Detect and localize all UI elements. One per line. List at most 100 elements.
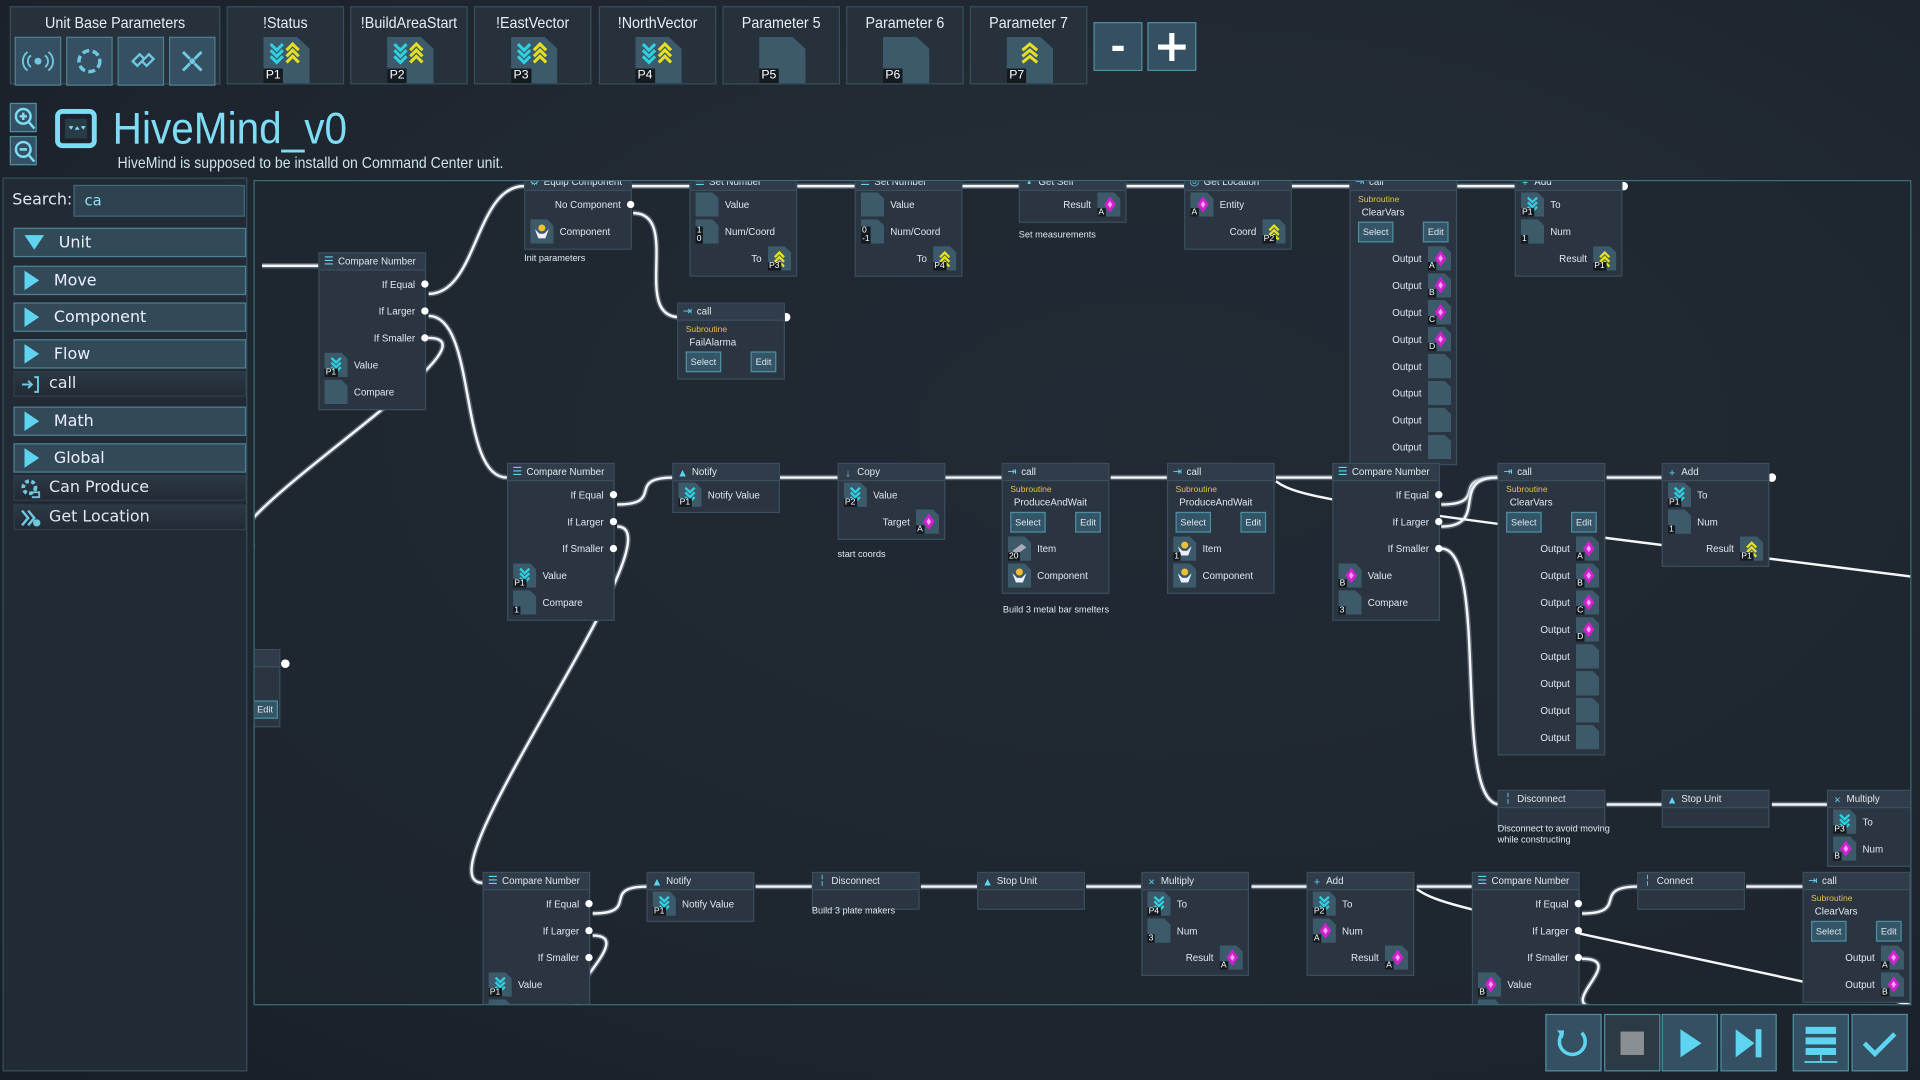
edit-button[interactable]: Edit — [1240, 511, 1267, 533]
node-comment[interactable]: Disconnect to avoid moving while constru… — [1497, 822, 1610, 845]
node-comment[interactable]: Init parameters — [524, 252, 586, 264]
component-socket[interactable] — [1007, 563, 1032, 588]
read-socket[interactable]: P2 — [1312, 891, 1336, 916]
node-compare-number[interactable]: ☰ Compare Number If Equal If Larger If Small… — [318, 252, 429, 411]
node-header[interactable]: + Add — [1515, 181, 1622, 192]
empty-socket[interactable]: 1 — [1667, 509, 1692, 534]
node-header[interactable]: ☰ Compare Number — [508, 464, 614, 482]
node-comment[interactable]: start coords — [837, 548, 886, 560]
empty-socket[interactable]: 1 0 — [695, 219, 719, 244]
diamond-socket[interactable]: A — [915, 509, 940, 534]
exit-dot[interactable] — [421, 280, 429, 288]
exit-dot[interactable] — [609, 517, 618, 526]
parameter-socket[interactable]: P7 — [1006, 36, 1054, 84]
node-add[interactable]: + Add P1 To 1 Num Result P1 — [1514, 181, 1623, 277]
node-header[interactable] — [254, 650, 280, 668]
zoom-in-button[interactable] — [9, 102, 37, 133]
node-header[interactable]: ⚙ Equip Component — [525, 181, 631, 192]
exit-port[interactable]: If Equal — [484, 890, 593, 917]
diamond-socket[interactable]: A — [1312, 918, 1336, 943]
write-socket[interactable]: P4 — [933, 246, 957, 271]
node-header[interactable]: ▲ Stop Unit — [978, 873, 1084, 891]
read-socket[interactable]: P1 — [324, 352, 348, 378]
edit-button[interactable]: Edit — [750, 351, 777, 373]
node-add[interactable]: + Add P1 To 1 Num Result P1 — [1661, 462, 1770, 567]
empty-socket[interactable] — [1477, 999, 1502, 1005]
node-stop-unit[interactable]: ▲ Stop Unit — [1661, 789, 1770, 828]
node-disconnect[interactable]: ╎ Disconnect — [1497, 789, 1606, 828]
select-button[interactable]: Select — [1811, 920, 1847, 942]
diamond-socket[interactable]: B — [1427, 273, 1452, 298]
exit-port[interactable]: If Equal — [320, 271, 429, 298]
empty-socket[interactable] — [860, 192, 885, 217]
exit-dot[interactable] — [1574, 953, 1583, 962]
diamond-socket[interactable]: B — [1880, 972, 1905, 997]
write-socket[interactable]: P2 — [1262, 219, 1286, 244]
empty-socket[interactable] — [1575, 671, 1600, 696]
edit-button[interactable]: Edit — [1422, 221, 1449, 243]
node-call[interactable]: ⇥ call Subroutine ClearVars Select Edit Output… — [1802, 871, 1911, 1003]
exit-dot[interactable] — [1574, 926, 1583, 935]
diamond-socket[interactable]: A — [1384, 945, 1409, 970]
node-header[interactable]: ⇥ call — [1350, 181, 1456, 192]
node-set-number[interactable]: ☰ Set Number Value 0 -1 Num/Coord To P4 — [854, 181, 963, 277]
category-flow[interactable]: Flow — [13, 339, 247, 369]
node-comment[interactable]: Set measurements — [1018, 228, 1096, 241]
component-socket[interactable]: 1 — [1173, 536, 1197, 561]
node-header[interactable]: ☰ Compare Number — [319, 253, 425, 271]
stop-button[interactable] — [1604, 1013, 1661, 1072]
category-math[interactable]: Math — [13, 406, 247, 436]
node-compare-number[interactable]: ☰ Compare Number If Equal If Larger If Small… — [506, 462, 618, 621]
node-call[interactable]: ⇥ call Subroutine ClearVars Select Edit Output… — [1349, 181, 1458, 466]
exit-dot[interactable] — [585, 953, 593, 962]
category-global[interactable]: Global — [13, 443, 247, 473]
edit-button[interactable]: Edit — [1075, 511, 1101, 533]
node-get-location[interactable]: ◎ Get Location A Entity Coord P2 — [1184, 181, 1292, 250]
exit-dot[interactable] — [585, 926, 593, 935]
node-stop-unit[interactable]: ▲ Stop Unit — [977, 871, 1085, 910]
read-socket[interactable]: P1 — [488, 972, 512, 997]
exit-dot[interactable] — [626, 200, 635, 209]
node-connect[interactable]: ╎ Connect — [1637, 871, 1745, 910]
category-unit[interactable]: Unit — [13, 227, 247, 258]
node-equip-component[interactable]: ⚙ Equip Component No Component Component — [524, 181, 635, 250]
exit-port[interactable]: If Smaller — [508, 535, 618, 562]
remove-parameter-button[interactable]: - — [1093, 22, 1143, 72]
diamond-socket[interactable]: A — [1219, 945, 1243, 970]
node-comment[interactable]: Build 3 metal bar smelters — [1002, 603, 1110, 615]
exit-dot[interactable] — [1435, 517, 1443, 526]
diamond-socket[interactable]: D — [1575, 617, 1600, 642]
node-header[interactable]: ╎ Connect — [1638, 873, 1744, 891]
category-component[interactable]: Component — [13, 302, 247, 332]
node-call[interactable]: ⇥ call Subroutine FailAlarma Select Edit — [677, 302, 785, 380]
exit-port[interactable]: If Smaller — [1333, 535, 1443, 562]
exit-dot[interactable] — [421, 334, 429, 342]
empty-socket[interactable] — [488, 999, 512, 1005]
library-button[interactable] — [1792, 1013, 1849, 1072]
node-call[interactable]: ⇥ call Subroutine ClearVars Select Edit Output… — [1497, 462, 1606, 756]
read-socket[interactable]: P2 — [843, 482, 867, 507]
confirm-button[interactable] — [1851, 1013, 1908, 1072]
node-header[interactable]: ☰ Compare Number — [483, 873, 589, 891]
write-socket[interactable]: P1 — [1740, 536, 1764, 561]
empty-socket[interactable] — [1427, 434, 1452, 460]
exit-dot[interactable] — [421, 307, 429, 315]
exit-port[interactable]: If Smaller — [1473, 944, 1583, 971]
node-compare-number[interactable]: ☰ Compare Number If Equal If Larger If Small… — [1332, 462, 1443, 621]
node-header[interactable]: ╎ Disconnect — [813, 873, 919, 891]
read-socket[interactable]: P1 — [652, 891, 676, 916]
add-parameter-button[interactable]: + — [1147, 21, 1197, 72]
play-button[interactable] — [1661, 1013, 1718, 1072]
select-button[interactable]: Select — [1010, 511, 1046, 533]
exit-port[interactable]: If Larger — [484, 917, 593, 944]
node-header[interactable]: ↓ Copy — [838, 464, 945, 482]
parameter-tile[interactable]: Parameter 7 P7 — [970, 6, 1088, 85]
exit-port[interactable]: If Smaller — [320, 324, 429, 351]
exit-dot[interactable] — [1574, 900, 1583, 908]
exit-port[interactable]: If Smaller — [484, 944, 593, 971]
empty-socket[interactable]: 3 — [1147, 918, 1171, 943]
node-notify[interactable]: ▲ Notify P1 Notify Value — [672, 462, 781, 514]
node-compare-number[interactable]: ☰ Compare Number If Equal If Larger If Small… — [1471, 871, 1583, 1005]
select-button[interactable]: Select — [1357, 221, 1394, 243]
empty-socket[interactable]: 0 -1 — [860, 219, 885, 244]
